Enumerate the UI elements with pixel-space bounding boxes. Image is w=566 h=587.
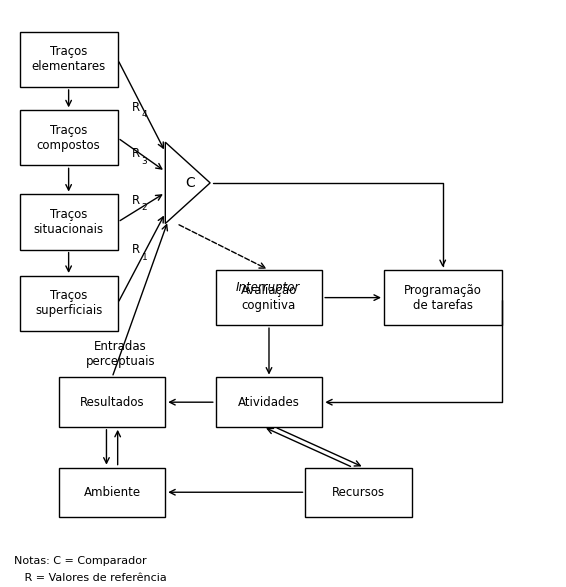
Text: R: R <box>132 101 140 114</box>
Text: Entradas
perceptuais: Entradas perceptuais <box>85 340 155 368</box>
FancyBboxPatch shape <box>306 468 412 517</box>
Text: R: R <box>132 243 140 256</box>
Text: C: C <box>185 176 195 190</box>
Text: Traços
elementares: Traços elementares <box>32 45 106 73</box>
Text: Traços
superficiais: Traços superficiais <box>35 289 102 318</box>
Text: Avaliação
cognitiva: Avaliação cognitiva <box>241 284 297 312</box>
Text: R: R <box>132 147 140 160</box>
FancyBboxPatch shape <box>20 110 118 166</box>
FancyBboxPatch shape <box>59 377 165 427</box>
Text: 1: 1 <box>142 252 148 262</box>
FancyBboxPatch shape <box>216 270 322 325</box>
Text: Ambiente: Ambiente <box>84 485 140 499</box>
Text: Programação
de tarefas: Programação de tarefas <box>404 284 482 312</box>
FancyBboxPatch shape <box>20 194 118 249</box>
Text: Resultados: Resultados <box>80 396 144 409</box>
Text: 4: 4 <box>142 110 147 119</box>
Text: Atividades: Atividades <box>238 396 300 409</box>
Text: Notas: C = Comparador: Notas: C = Comparador <box>14 555 147 565</box>
Text: Interruptor: Interruptor <box>235 281 300 294</box>
Text: Traços
situacionais: Traços situacionais <box>33 208 104 236</box>
FancyBboxPatch shape <box>20 32 118 87</box>
Text: 2: 2 <box>142 203 147 212</box>
Text: R = Valores de referência: R = Valores de referência <box>14 573 167 583</box>
FancyBboxPatch shape <box>20 276 118 331</box>
Text: Traços
compostos: Traços compostos <box>37 124 101 152</box>
Text: Recursos: Recursos <box>332 485 385 499</box>
FancyBboxPatch shape <box>59 468 165 517</box>
FancyBboxPatch shape <box>216 377 322 427</box>
FancyBboxPatch shape <box>384 270 501 325</box>
Text: 3: 3 <box>142 157 148 166</box>
Text: R: R <box>132 194 140 207</box>
